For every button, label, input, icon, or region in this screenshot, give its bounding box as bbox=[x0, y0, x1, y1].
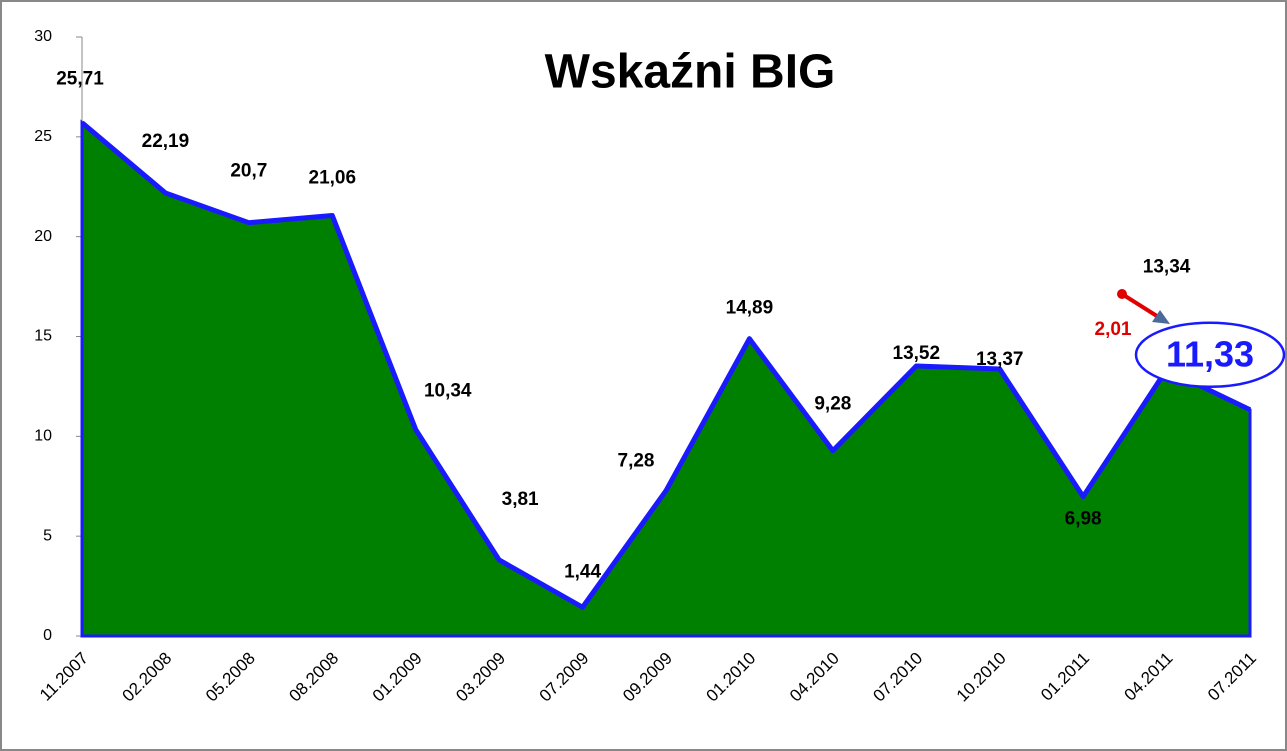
data-label: 13,52 bbox=[893, 343, 941, 364]
data-label: 11,33 bbox=[1166, 333, 1254, 374]
data-label: 14,89 bbox=[726, 298, 774, 319]
data-label: 6,98 bbox=[1065, 509, 1102, 530]
arrow-head bbox=[1152, 310, 1170, 324]
data-label: 7,28 bbox=[618, 451, 655, 472]
data-label: 13,34 bbox=[1143, 257, 1191, 278]
data-label: 1,44 bbox=[564, 561, 601, 582]
data-label: 10,34 bbox=[424, 381, 472, 402]
y-tick-label: 20 bbox=[34, 228, 52, 245]
y-tick-label: 0 bbox=[43, 627, 52, 644]
y-tick-label: 10 bbox=[34, 428, 52, 445]
y-tick-label: 5 bbox=[43, 527, 52, 544]
data-label: 3,81 bbox=[502, 489, 539, 510]
data-label: 25,71 bbox=[56, 69, 104, 90]
data-label: 22,19 bbox=[142, 131, 190, 152]
line bbox=[80, 120, 1252, 610]
chart-title: Wskaźni BIG bbox=[545, 46, 836, 99]
y-tick-label: 15 bbox=[34, 328, 52, 345]
y-tick-label: 25 bbox=[34, 128, 52, 145]
change-arrow bbox=[1120, 292, 1162, 320]
data-label: 21,06 bbox=[309, 168, 357, 189]
highlight-circle bbox=[1134, 321, 1286, 389]
arrow-dot bbox=[1117, 289, 1127, 299]
y-tick-label: 30 bbox=[34, 28, 52, 45]
data-label: 9,28 bbox=[814, 394, 851, 415]
data-label: 20,7 bbox=[230, 161, 267, 182]
annotation: 2,01 bbox=[1095, 319, 1132, 340]
data-label: 13,37 bbox=[976, 349, 1024, 370]
